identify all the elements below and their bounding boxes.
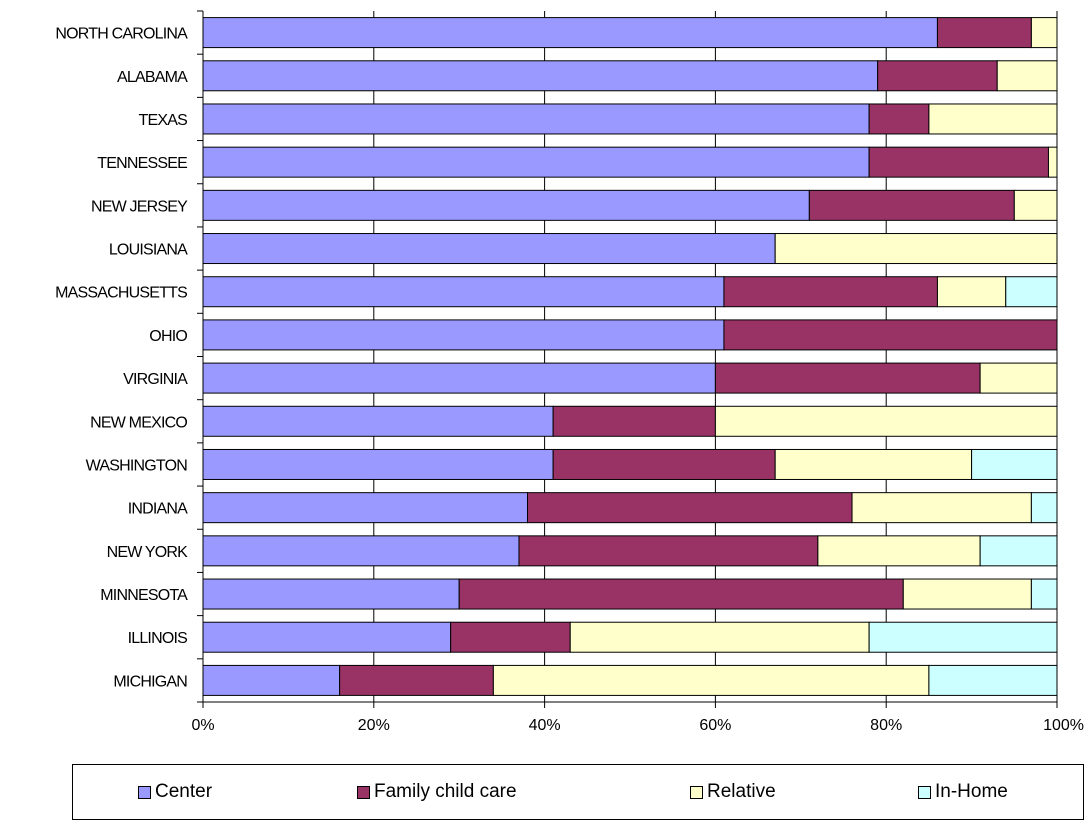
bar-family-child-care-alabama [877,60,998,92]
x-tick-labels: 0% 20% 40% 60% 80% 100% [191,717,1084,734]
bar-relative-texas [928,103,1058,135]
bar-relative-massachusetts [936,276,1007,308]
bar-family-child-care-minnesota [458,578,904,610]
x-tick-label: 20% [358,717,390,734]
legend-label-in-home: In-Home [935,781,1008,802]
x-tick-label: 0% [191,717,214,734]
bar-center-indiana [202,492,529,524]
legend: Center Family child care Relative In-Hom… [72,764,1084,820]
bar-in-home-new-york [979,535,1058,567]
bar-family-child-care-new-jersey [808,189,1015,221]
bar-in-home-minnesota [1030,578,1058,610]
bar-center-new-mexico [202,405,554,437]
bar-family-child-care-tennessee [868,146,1049,178]
axes [197,10,1058,708]
bar-center-new-jersey [202,189,810,221]
bar-family-child-care-illinois [450,621,571,653]
bar-center-massachusetts [202,276,725,308]
legend-item-relative: Relative [690,781,776,802]
bar-center-alabama [202,60,879,92]
legend-label-relative: Relative [707,781,776,802]
bar-in-home-massachusetts [1005,276,1058,308]
category-label: INDIANA [128,501,188,518]
category-label: OHIO [149,328,187,345]
legend-item-family-child-care: Family child care [357,781,517,802]
bar-family-child-care-texas [868,103,930,135]
bar-in-home-indiana [1030,492,1058,524]
bar-relative-new-mexico [714,405,1058,437]
bar-center-illinois [202,621,452,653]
bar-family-child-care-virginia [714,362,981,394]
bar-in-home-michigan [928,664,1058,696]
bar-center-north-carolina [202,17,938,49]
legend-swatch-relative [690,785,703,799]
bar-family-child-care-massachusetts [723,276,938,308]
bar-relative-washington [774,448,973,480]
bar-family-child-care-washington [552,448,776,480]
bar-center-ohio [202,319,725,351]
x-tick-label: 80% [870,717,902,734]
legend-swatch-center [138,785,151,799]
bar-family-child-care-new-york [518,535,819,567]
bar-relative-louisiana [774,233,1058,265]
bar-relative-illinois [569,621,870,653]
bar-relative-tennessee [1047,146,1058,178]
category-label: MASSACHUSETTS [55,285,187,302]
category-label: NEW MEXICO [90,414,187,431]
bar-center-louisiana [202,233,776,265]
category-labels: NORTH CAROLINA ALABAMA TEXAS TENNESSEE NEW J… [55,26,189,691]
category-label: ILLINOIS [128,630,188,647]
bars [202,17,1058,696]
category-label: MICHIGAN [113,673,187,690]
x-tick-label: 100% [1043,717,1084,734]
category-label: WASHINGTON [86,457,188,474]
x-tick-label: 40% [529,717,561,734]
bar-in-home-washington [971,448,1058,480]
bar-relative-alabama [996,60,1058,92]
legend-label-family-child-care: Family child care [374,781,517,802]
bar-relative-north-carolina [1030,17,1058,49]
x-tick-label: 60% [699,717,731,734]
bar-center-tennessee [202,146,870,178]
bar-family-child-care-new-mexico [552,405,716,437]
legend-item-in-home: In-Home [918,781,1008,802]
bar-relative-new-jersey [1013,189,1058,221]
category-label: TENNESSEE [97,155,187,172]
bar-center-michigan [202,664,341,696]
legend-label-center: Center [155,781,213,802]
legend-swatch-family-child-care [357,785,370,799]
category-label: LOUISIANA [109,242,188,259]
category-label: VIRGINIA [123,371,188,388]
bar-center-minnesota [202,578,460,610]
category-label: NEW YORK [107,544,189,561]
bar-family-child-care-indiana [527,492,853,524]
bar-relative-minnesota [902,578,1032,610]
bar-family-child-care-michigan [339,664,494,696]
bar-center-washington [202,448,554,480]
bar-family-child-care-north-carolina [936,17,1032,49]
category-label: MINNESOTA [100,587,188,604]
category-label: NEW JERSEY [91,198,188,215]
category-label: TEXAS [139,112,188,129]
legend-item-center: Center [138,781,213,802]
bar-center-texas [202,103,870,135]
bar-family-child-care-ohio [723,319,1058,351]
bar-relative-new-york [817,535,981,567]
bar-center-new-york [202,535,520,567]
bar-in-home-illinois [868,621,1058,653]
category-label: ALABAMA [117,69,188,86]
bar-relative-virginia [979,362,1058,394]
bar-relative-michigan [492,664,930,696]
stacked-bar-chart: NORTH CAROLINA ALABAMA TEXAS TENNESSEE NEW J… [55,10,1084,734]
category-label: NORTH CAROLINA [55,26,188,43]
bar-relative-indiana [851,492,1032,524]
bar-center-virginia [202,362,716,394]
legend-swatch-in-home [918,785,931,799]
